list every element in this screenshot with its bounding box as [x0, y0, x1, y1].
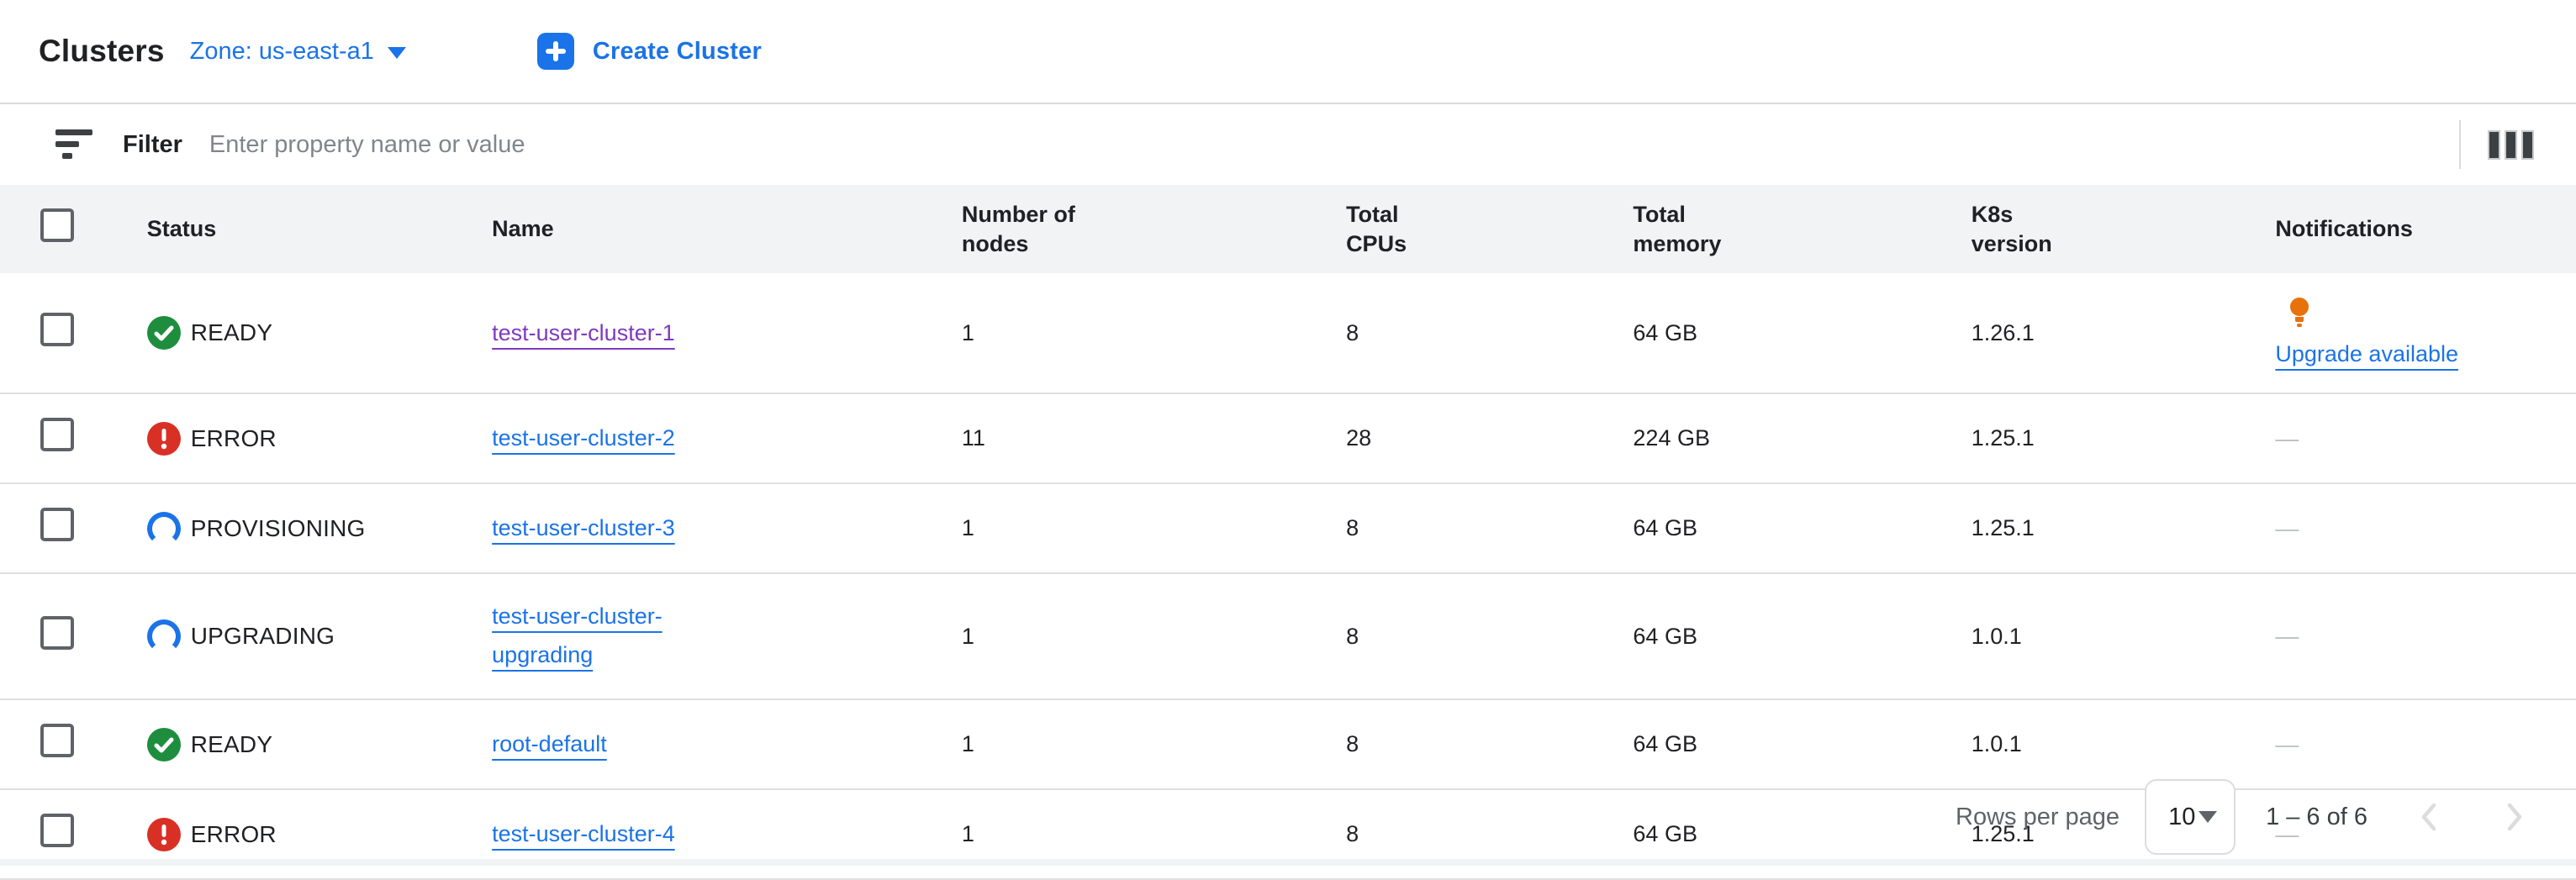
- no-notification-dash: —: [2275, 623, 2299, 650]
- filter-label: Filter: [123, 130, 182, 158]
- memory-value: 64 GB: [1633, 483, 1972, 575]
- bottom-edge: [0, 859, 2576, 866]
- error-exclamation-icon: [146, 421, 181, 456]
- nodes-value: 1: [961, 483, 1347, 575]
- k8s-version-value: 1.0.1: [1971, 573, 2276, 701]
- ready-check-icon: [146, 316, 181, 350]
- cpus-value: 8: [1346, 699, 1634, 791]
- status-label: READY: [190, 730, 273, 757]
- column-header-memory: Total memory: [1633, 202, 1722, 256]
- column-header-k8s-version: K8s version: [1971, 202, 2052, 256]
- k8s-version-value: 1.25.1: [1971, 483, 2276, 575]
- nodes-value: 11: [961, 393, 1347, 485]
- column-header-name: Name: [492, 216, 554, 242]
- upgrading-spinner-icon: [146, 619, 181, 654]
- status-label: UPGRADING: [190, 623, 335, 650]
- status-label: PROVISIONING: [190, 514, 366, 541]
- column-display-options-icon[interactable]: [2484, 127, 2537, 163]
- table-row: READY root-default 1 8 64 GB 1.0.1 —: [0, 699, 2576, 791]
- row-checkbox[interactable]: [40, 312, 74, 346]
- table-row: READY test-user-cluster-1 1 8 64 GB 1.26…: [0, 273, 2576, 395]
- zone-selector[interactable]: Zone: us-east-a1: [190, 38, 406, 66]
- row-checkbox[interactable]: [40, 508, 74, 542]
- cluster-name-link[interactable]: test-user-cluster-4: [492, 821, 675, 847]
- column-header-status: Status: [146, 216, 217, 242]
- next-page-button[interactable]: [2492, 795, 2536, 839]
- no-notification-dash: —: [2275, 424, 2299, 451]
- row-checkbox[interactable]: [40, 724, 74, 758]
- cluster-name-link[interactable]: test-user-cluster-1: [492, 319, 675, 345]
- zone-selector-label: Zone: us-east-a1: [189, 37, 374, 65]
- previous-page-button[interactable]: [2408, 795, 2452, 839]
- cpus-value: 8: [1346, 273, 1634, 395]
- rows-per-page-label: Rows per page: [1956, 803, 2120, 830]
- status-label: ERROR: [190, 424, 277, 451]
- top-bar: Clusters Zone: us-east-a1 Create Cluster: [0, 0, 2576, 104]
- cluster-name-link[interactable]: test-user-cluster-2: [492, 425, 675, 451]
- cluster-name-link[interactable]: test-user-cluster-3: [492, 515, 675, 541]
- row-checkbox[interactable]: [40, 814, 74, 848]
- rows-per-page-select[interactable]: 10: [2145, 779, 2236, 855]
- status-label: ERROR: [190, 820, 277, 847]
- memory-value: 64 GB: [1633, 573, 1972, 701]
- column-header-cpus: Total CPUs: [1346, 202, 1407, 256]
- ready-check-icon: [146, 727, 181, 761]
- nodes-value: 1: [961, 273, 1347, 395]
- cpus-value: 28: [1346, 393, 1634, 485]
- filter-input[interactable]: [209, 130, 2442, 159]
- row-checkbox[interactable]: [40, 615, 74, 650]
- column-header-notifications: Notifications: [2275, 216, 2413, 242]
- error-exclamation-icon: [146, 817, 181, 851]
- chevron-down-icon: [387, 47, 406, 59]
- nodes-value: 1: [961, 573, 1347, 701]
- no-notification-dash: —: [2275, 820, 2299, 847]
- cpus-value: 8: [1346, 573, 1634, 701]
- filter-icon: [55, 128, 94, 161]
- lightbulb-icon: [2287, 297, 2312, 338]
- table-header-row: Status Name Number of nodes Total CPUs T…: [0, 185, 2576, 274]
- k8s-version-value: 1.0.1: [1971, 699, 2276, 791]
- memory-value: 64 GB: [1633, 699, 1972, 791]
- table-row: PROVISIONING test-user-cluster-3 1 8 64 …: [0, 483, 2576, 575]
- cpus-value: 8: [1346, 483, 1634, 575]
- page-title: Clusters: [39, 34, 165, 68]
- divider: [2459, 120, 2461, 169]
- provisioning-spinner-icon: [146, 511, 181, 545]
- cluster-name-link[interactable]: root-default: [492, 731, 607, 757]
- no-notification-dash: —: [2275, 514, 2299, 541]
- filter-bar: Filter: [0, 104, 2576, 185]
- pagination-range: 1 – 6 of 6: [2266, 803, 2367, 830]
- nodes-value: 1: [961, 699, 1347, 791]
- upgrade-available-link[interactable]: Upgrade available: [2275, 341, 2459, 367]
- create-cluster-button[interactable]: Create Cluster: [536, 33, 762, 70]
- plus-icon: [536, 33, 574, 70]
- column-header-nodes: Number of nodes: [961, 202, 1075, 256]
- status-label: READY: [190, 319, 273, 345]
- k8s-version-value: 1.25.1: [1971, 393, 2276, 485]
- table-row: UPGRADING test-user-cluster-upgrading 1 …: [0, 573, 2576, 701]
- cluster-name-link[interactable]: test-user-cluster-upgrading: [492, 603, 662, 668]
- memory-value: 64 GB: [1633, 273, 1972, 395]
- table-row: ERROR test-user-cluster-2 11 28 224 GB 1…: [0, 393, 2576, 485]
- pagination-bar: Rows per page 10 1 – 6 of 6: [0, 775, 2576, 859]
- row-checkbox[interactable]: [40, 418, 74, 452]
- k8s-version-value: 1.26.1: [1971, 273, 2276, 395]
- memory-value: 224 GB: [1633, 393, 1972, 485]
- select-all-checkbox[interactable]: [40, 208, 74, 243]
- no-notification-dash: —: [2275, 730, 2299, 757]
- rows-per-page-value: 10: [2168, 803, 2196, 830]
- chevron-down-icon: [2199, 811, 2218, 823]
- create-cluster-label: Create Cluster: [592, 37, 762, 65]
